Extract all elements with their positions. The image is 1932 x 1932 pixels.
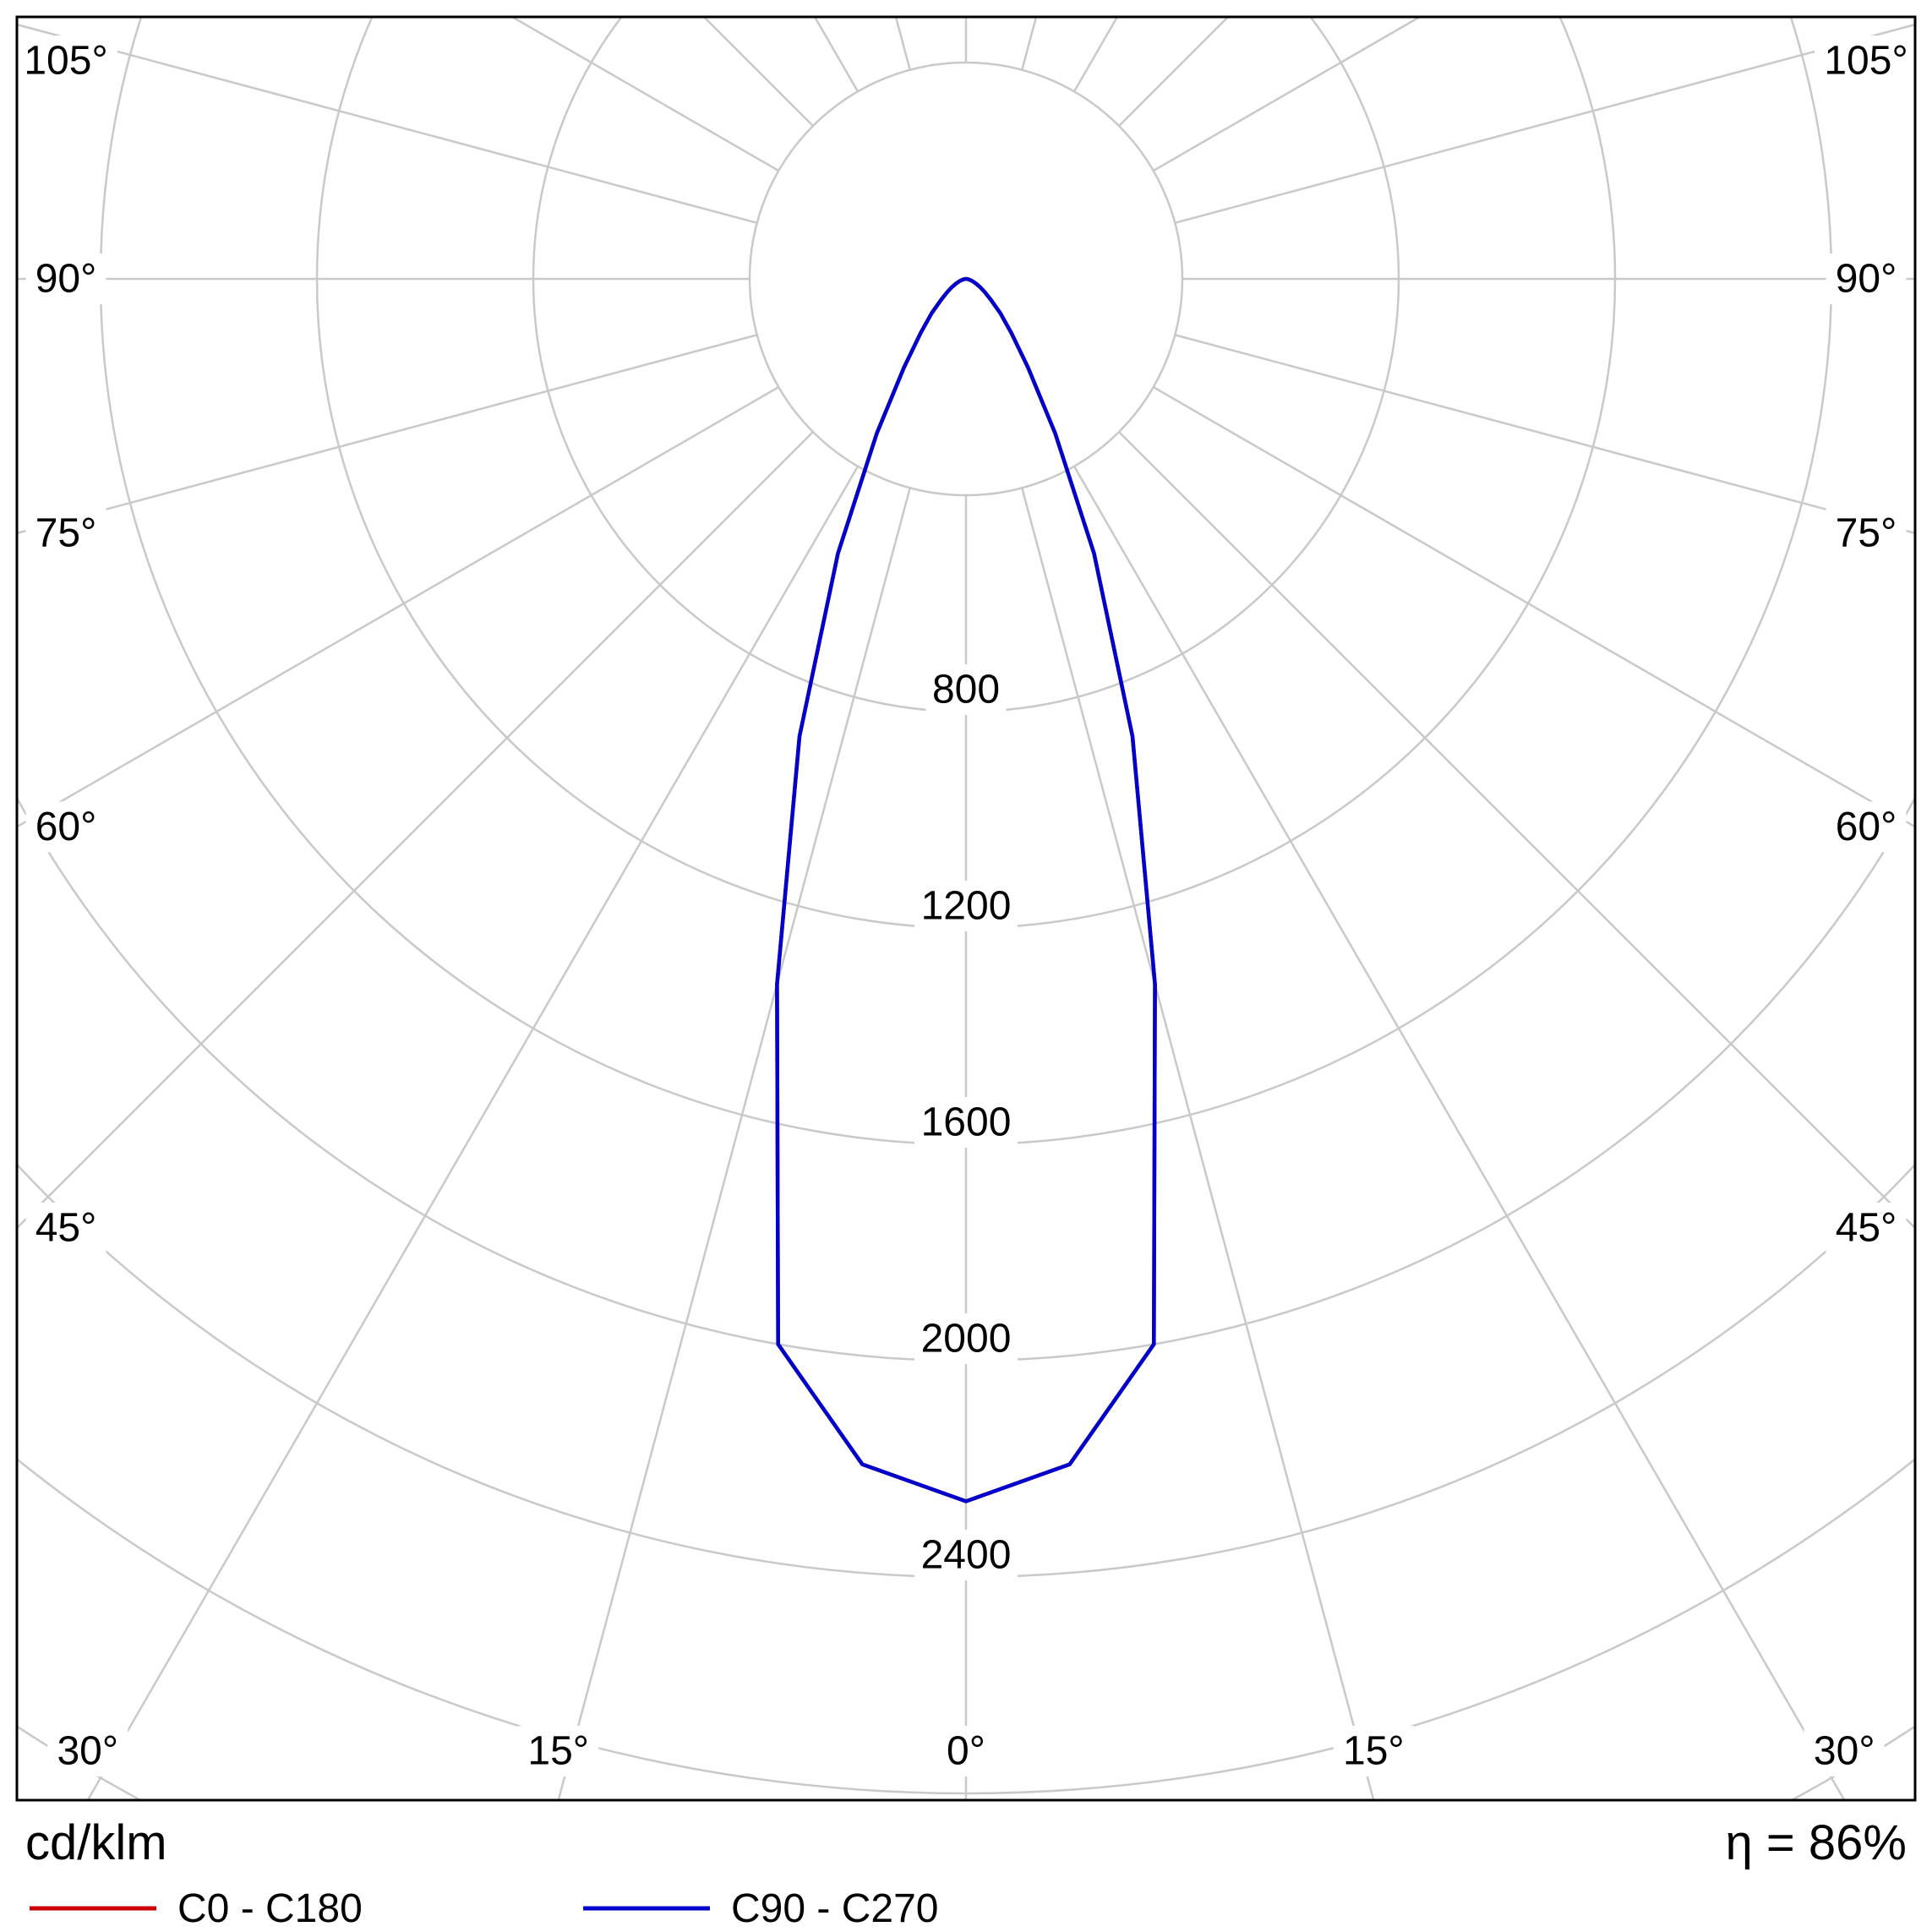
legend: C0 - C180 C90 - C270 bbox=[30, 1886, 938, 1931]
angle-label-bg bbox=[1826, 801, 1907, 853]
angle-label-L15: 15° bbox=[527, 1729, 589, 1774]
ring-label-bg bbox=[914, 881, 1018, 931]
angle-label-L105: 105° bbox=[24, 39, 107, 84]
angle-label-L60: 60° bbox=[35, 805, 97, 849]
grid-ray-345 bbox=[557, 487, 911, 1800]
grid-ray-75 bbox=[1174, 334, 1915, 535]
ring-label-1600: 1600 bbox=[921, 1100, 1012, 1145]
grid-ray-30 bbox=[1072, 466, 1846, 1800]
angle-label-bg bbox=[1333, 1726, 1414, 1776]
legend-label-c0-c180: C0 - C180 bbox=[177, 1886, 363, 1931]
grid-ray-195 bbox=[894, 17, 911, 71]
angle-label-L30: 30° bbox=[57, 1729, 118, 1774]
angle-label-R0: 0° bbox=[947, 1729, 985, 1774]
angle-label-L90: 90° bbox=[35, 257, 97, 302]
angle-label-bg bbox=[25, 1203, 106, 1253]
grid-ray-135 bbox=[1118, 17, 1230, 127]
angle-label-R45: 45° bbox=[1836, 1206, 1897, 1251]
angle-label-bg bbox=[1826, 507, 1907, 559]
unit-label: cd/klm bbox=[25, 1815, 167, 1870]
angle-label-bg bbox=[25, 507, 106, 559]
angle-label-bg bbox=[14, 35, 117, 86]
intensity-curve-C90-C270 bbox=[775, 276, 1157, 1504]
ring-label-1200: 1200 bbox=[921, 884, 1012, 929]
ring-label-2400: 2400 bbox=[921, 1533, 1012, 1578]
legend-label-c90-c270: C90 - C270 bbox=[731, 1886, 938, 1931]
angle-label-bg bbox=[25, 254, 106, 304]
grid-ray-210 bbox=[813, 17, 860, 92]
grid-ray-60 bbox=[1153, 385, 1915, 828]
angle-label-L75: 75° bbox=[35, 510, 97, 555]
angle-labels: 0° 15° 15° 30° 30° 45° 45° 60° 60° 75° 75° 90° 90° 10… bbox=[14, 35, 1918, 1776]
ring-label-800: 800 bbox=[932, 668, 1000, 712]
angle-label-bg bbox=[25, 801, 106, 853]
grid-ray-255 bbox=[17, 23, 758, 224]
ring-label-bg bbox=[914, 1097, 1018, 1148]
grid-ray-45 bbox=[1118, 431, 1915, 1230]
angle-label-R90: 90° bbox=[1836, 257, 1897, 302]
angle-label-L45: 45° bbox=[35, 1206, 97, 1251]
angle-label-R60: 60° bbox=[1836, 805, 1897, 849]
chart-border bbox=[15, 15, 1917, 1802]
angle-label-bg bbox=[1826, 1203, 1907, 1253]
grid-ray-150 bbox=[1072, 17, 1119, 92]
angle-label-bg bbox=[937, 1726, 995, 1776]
angle-label-R75: 75° bbox=[1836, 510, 1897, 555]
angle-label-bg bbox=[1815, 35, 1918, 86]
ring-label-bg bbox=[914, 1530, 1018, 1580]
grid-ray-315 bbox=[17, 431, 814, 1230]
angle-label-R105: 105° bbox=[1824, 39, 1907, 84]
ring-labels: 800 1200 1600 2000 2400 bbox=[914, 664, 1018, 1580]
intensity-curves bbox=[775, 276, 1157, 1504]
grid-ray-105 bbox=[1174, 23, 1915, 224]
grid-ray-285 bbox=[17, 334, 758, 535]
angle-label-R15: 15° bbox=[1343, 1729, 1405, 1774]
ring-label-bg bbox=[925, 664, 1007, 715]
angle-label-bg bbox=[1826, 254, 1907, 304]
angle-label-bg bbox=[518, 1726, 599, 1776]
efficiency-label: η = 86% bbox=[1726, 1815, 1907, 1870]
ring-label-bg bbox=[914, 1313, 1018, 1364]
angle-label-bg bbox=[47, 1726, 128, 1776]
angle-label-R30: 30° bbox=[1814, 1729, 1875, 1774]
angle-label-bg bbox=[1804, 1726, 1885, 1776]
grid-ray-300 bbox=[17, 385, 779, 828]
grid-ray-15 bbox=[1021, 487, 1375, 1800]
ring-label-2000: 2000 bbox=[921, 1317, 1012, 1362]
grid-ray-165 bbox=[1021, 17, 1038, 71]
grid-ray-330 bbox=[86, 466, 860, 1800]
grid-ray-225 bbox=[702, 17, 814, 127]
